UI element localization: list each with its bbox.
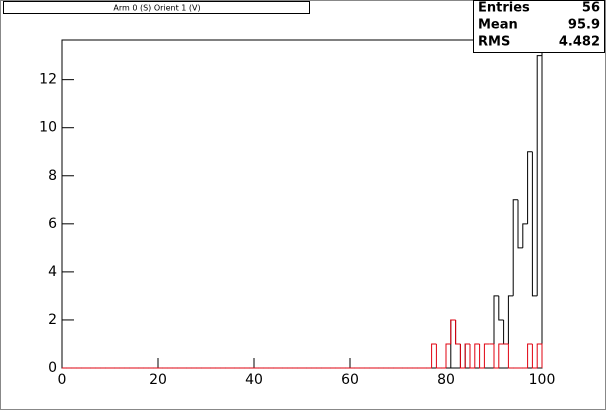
histogram-bin (459, 343, 466, 369)
histogram-bin (483, 343, 490, 368)
stat-value: 56 (582, 1, 600, 16)
histogram-bin (464, 343, 470, 368)
stat-label: Mean (478, 18, 518, 33)
stat-value: 4.482 (559, 35, 600, 50)
histogram-bin (493, 343, 499, 369)
y-tick-label: 8 (48, 168, 57, 184)
histogram-bin (527, 151, 533, 224)
histogram-bin (455, 319, 461, 345)
chart-title: Arm 0 (S) Orient 1 (V) (113, 4, 200, 13)
y-tick-label: 0 (48, 360, 57, 376)
title-box (3, 1, 310, 14)
x-tick-label: 100 (529, 372, 556, 388)
stat-label: Entries (478, 1, 530, 16)
histogram-bin (531, 151, 538, 297)
stat-value: 95.9 (568, 18, 600, 33)
histogram-bin (498, 295, 504, 321)
x-tick-label: 0 (58, 372, 67, 388)
y-tick-label: 4 (48, 264, 57, 280)
histogram-bin (450, 319, 456, 344)
plot-frame (61, 39, 543, 369)
y-tick-label: 6 (48, 216, 57, 232)
x-tick-label: 20 (149, 372, 167, 388)
y-tick-label: 10 (39, 120, 57, 136)
histogram-bin (498, 343, 504, 368)
y-tick-label: 2 (48, 312, 57, 328)
histogram-bin (536, 55, 543, 368)
histogram-bin (474, 343, 480, 368)
histogram-bin (445, 343, 451, 368)
x-tick-label: 80 (437, 372, 455, 388)
y-tick-label: 12 (39, 72, 57, 88)
histogram-bin (507, 343, 514, 369)
histogram-bin (469, 343, 475, 369)
histogram-bin (435, 343, 442, 369)
stat-label: RMS (478, 35, 510, 50)
histogram-bin (507, 295, 514, 344)
histogram-bin (536, 343, 543, 368)
stats-box (473, 0, 605, 53)
histogram-bin (531, 343, 538, 369)
x-tick-label: 60 (341, 372, 359, 388)
histogram-bin (517, 199, 523, 249)
histogram-bin (479, 343, 485, 369)
histogram-bin (522, 223, 528, 248)
histogram-bin (527, 343, 533, 368)
histogram-bin (512, 199, 518, 296)
x-tick-label: 40 (245, 372, 263, 388)
histogram-bin (431, 343, 437, 368)
